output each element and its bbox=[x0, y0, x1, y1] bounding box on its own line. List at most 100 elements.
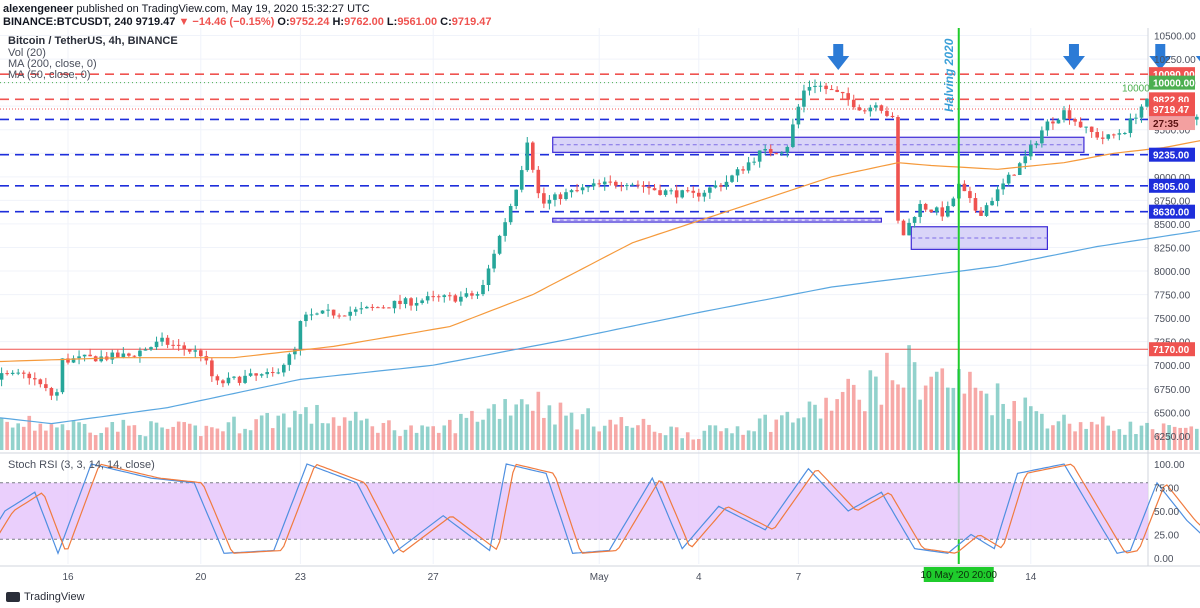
volume-bar bbox=[741, 434, 745, 450]
candle-body bbox=[663, 190, 668, 195]
candle-body bbox=[215, 376, 220, 381]
level-label-box bbox=[1149, 147, 1195, 162]
candle-body bbox=[1139, 106, 1144, 118]
volume-bar bbox=[1034, 411, 1039, 450]
volume-bar bbox=[99, 432, 103, 450]
volume-bar bbox=[442, 425, 447, 450]
volume-bar bbox=[10, 427, 15, 450]
candle-body bbox=[193, 350, 198, 352]
candle-body bbox=[1001, 183, 1005, 190]
candle-body bbox=[0, 373, 4, 380]
down-arrow-icon bbox=[1062, 44, 1085, 70]
candle-body bbox=[602, 181, 607, 185]
time-tick-label: 20 bbox=[195, 572, 207, 583]
volume-bar bbox=[697, 439, 701, 450]
volume-bar bbox=[182, 422, 186, 450]
candle-body bbox=[597, 183, 601, 185]
close-label: C: bbox=[440, 16, 452, 28]
volume-bar bbox=[558, 402, 563, 450]
ma50-line bbox=[0, 140, 1200, 363]
round-level-text: 10000 bbox=[1122, 84, 1150, 95]
volume-bar bbox=[453, 433, 458, 450]
candle-body bbox=[658, 190, 662, 195]
candle-body bbox=[199, 350, 203, 357]
vol-legend[interactable]: Vol (20) bbox=[8, 47, 46, 59]
candle-body bbox=[1056, 119, 1061, 124]
candle-body bbox=[857, 107, 862, 111]
candle-body bbox=[730, 175, 734, 182]
volume-bar bbox=[143, 436, 148, 450]
candle-body bbox=[940, 207, 945, 217]
volume-bar bbox=[414, 432, 419, 450]
volume-bar bbox=[104, 427, 109, 450]
candle-body bbox=[486, 268, 491, 286]
volume-bar bbox=[973, 387, 978, 450]
volume-bar bbox=[780, 415, 784, 450]
candle-body bbox=[636, 184, 640, 186]
volume-bar bbox=[16, 423, 20, 450]
level-label: 9235.00 bbox=[1153, 151, 1190, 162]
volume-bar bbox=[0, 418, 4, 450]
candle-body bbox=[182, 345, 186, 350]
volume-bar bbox=[874, 376, 878, 450]
price-tick-label: 9000.00 bbox=[1154, 173, 1191, 184]
candle-body bbox=[791, 124, 795, 147]
stoch-rsi-pane bbox=[0, 463, 1200, 555]
volume-bar bbox=[481, 419, 485, 450]
candle-body bbox=[575, 190, 579, 192]
volume-bar bbox=[597, 431, 601, 450]
footer-brand[interactable]: TradingView bbox=[6, 591, 85, 603]
time-tick-label: 14 bbox=[1025, 572, 1037, 583]
ma200-legend[interactable]: MA (200, close, 0) bbox=[8, 58, 97, 70]
last-price-label-box bbox=[1149, 102, 1195, 117]
time-tick-label: 4 bbox=[696, 572, 702, 583]
volume-bar bbox=[901, 387, 906, 450]
candle-body bbox=[1123, 133, 1127, 135]
volume-bar bbox=[420, 425, 424, 450]
price-tick-label: 7000.00 bbox=[1154, 361, 1191, 372]
down-arrow-icon bbox=[1149, 44, 1172, 70]
rsi-legend[interactable]: Stoch RSI (3, 3, 14, 14, close) bbox=[8, 459, 155, 471]
candle-body bbox=[282, 364, 286, 373]
candle-body bbox=[270, 372, 275, 374]
volume-bar bbox=[652, 431, 657, 450]
rsi-tick-label: 25.00 bbox=[1154, 531, 1179, 542]
candle-body bbox=[331, 309, 336, 316]
publish-info: published on TradingView.com, May 19, 20… bbox=[73, 3, 370, 15]
ma50-legend[interactable]: MA (50, close, 0) bbox=[8, 69, 91, 81]
candle-body bbox=[912, 216, 917, 223]
volume-bar bbox=[636, 425, 640, 450]
candle-body bbox=[619, 185, 624, 187]
open-label: O: bbox=[277, 16, 290, 28]
volume-bar bbox=[436, 432, 441, 450]
author-name[interactable]: alexengeneer bbox=[3, 3, 74, 15]
volume-bar bbox=[359, 420, 364, 450]
candle-body bbox=[348, 311, 352, 316]
rsi-band bbox=[0, 482, 1148, 540]
high-label: H: bbox=[332, 16, 345, 28]
volume-bar bbox=[171, 426, 175, 450]
volume-bar bbox=[331, 417, 336, 450]
candle-body bbox=[365, 306, 369, 309]
candle-body bbox=[851, 99, 856, 108]
candle-body bbox=[237, 376, 242, 383]
time-tick-label: 7 bbox=[796, 572, 802, 583]
volume-bar bbox=[470, 410, 474, 450]
volume-bar bbox=[160, 427, 164, 450]
volume-bar bbox=[547, 405, 552, 450]
candle-body bbox=[525, 142, 530, 171]
candle-body bbox=[702, 192, 707, 197]
volume-bar bbox=[193, 425, 198, 450]
volume-bar bbox=[602, 425, 607, 450]
volume-bar bbox=[719, 431, 723, 450]
volume-bar bbox=[663, 435, 668, 450]
candle-body bbox=[27, 373, 32, 379]
volume-bar bbox=[337, 425, 341, 450]
volume-bar bbox=[680, 438, 684, 450]
candle-body bbox=[176, 344, 181, 346]
candle-body bbox=[387, 307, 391, 309]
candle-body bbox=[165, 337, 170, 345]
volume-bar bbox=[1156, 433, 1160, 450]
price-change: ▼ −14.46 (−0.15%) bbox=[178, 16, 275, 28]
